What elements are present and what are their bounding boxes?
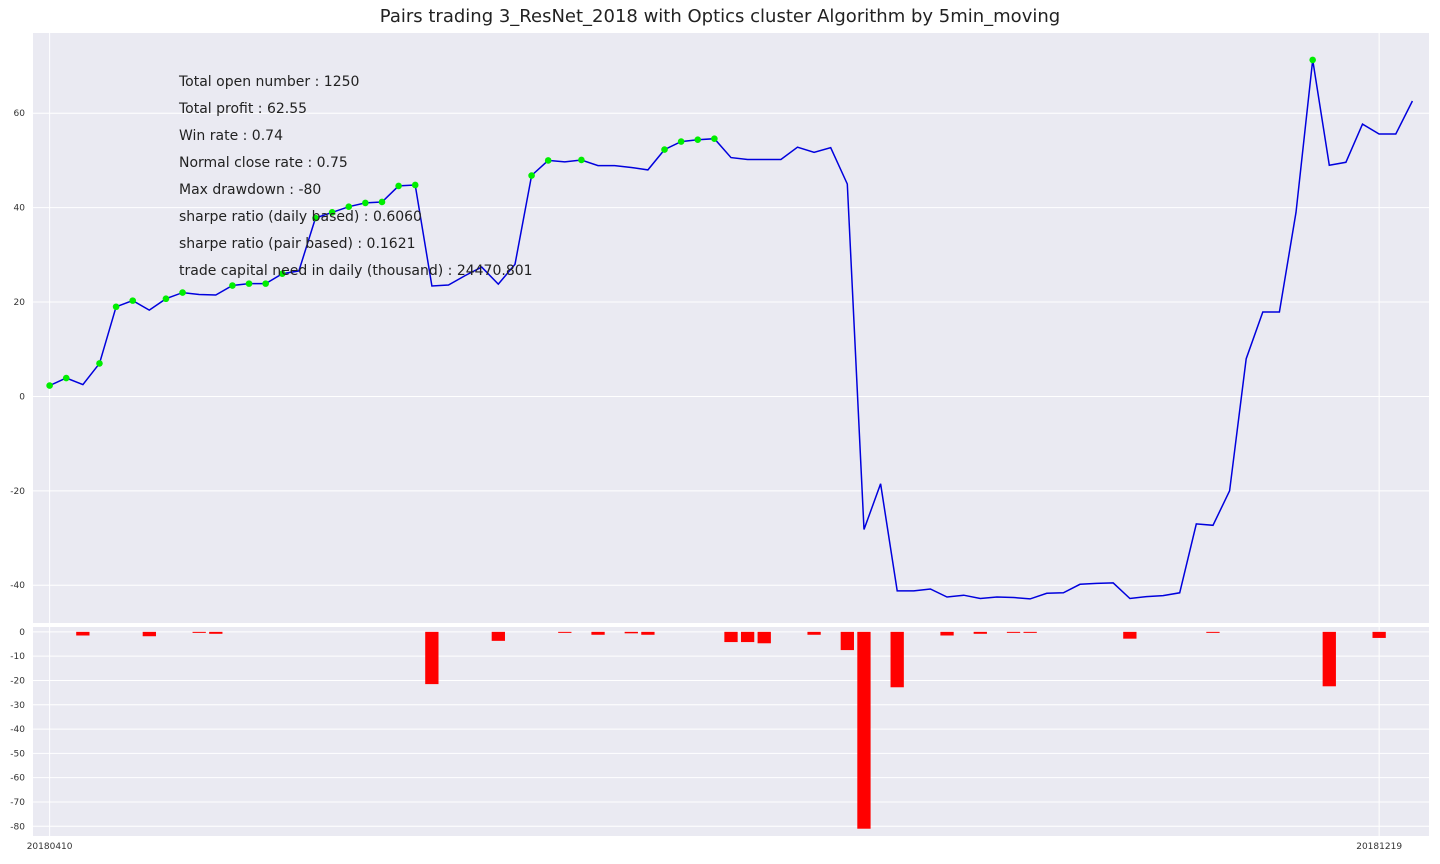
x-ticks: 20180410 20181219	[27, 842, 1403, 852]
open-marker	[46, 382, 53, 389]
drawdown-bar	[192, 631, 206, 633]
open-marker	[378, 198, 386, 206]
drawdown-bar	[740, 631, 755, 643]
drawdown-bar	[1206, 631, 1220, 633]
drawdown-bar	[724, 631, 738, 643]
open-marker	[362, 199, 369, 207]
cumulative-profit-line	[49, 59, 1414, 600]
top-y-tick-label: -40	[10, 581, 25, 591]
x-tick-label: 20181219	[1356, 842, 1402, 852]
stat-annotation: sharpe ratio (pair based) : 0.1621	[179, 236, 416, 252]
drawdown-bar	[1322, 631, 1336, 687]
drawdown-bar	[209, 631, 223, 634]
open-marker	[345, 203, 353, 210]
open-marker	[245, 280, 253, 287]
drawdown-bar	[840, 631, 854, 651]
open-marker	[229, 282, 236, 289]
bottom-y-tick-label: -60	[10, 774, 25, 784]
drawdown-bar	[624, 631, 638, 634]
top-y-tick-label: 40	[14, 204, 26, 214]
open-marker	[179, 289, 186, 296]
open-markers	[46, 56, 1316, 389]
open-marker	[162, 295, 170, 303]
top-y-tick-label: 0	[19, 392, 25, 402]
bottom-y-tick-label: -10	[10, 652, 25, 662]
open-marker	[677, 138, 685, 145]
open-marker	[661, 146, 668, 153]
drawdown-bar	[425, 631, 439, 685]
bottom-y-tick-label: -80	[10, 822, 25, 832]
top-y-tick-label: -20	[10, 487, 25, 497]
drawdown-bar	[807, 631, 821, 635]
drawdown-bars	[76, 631, 1386, 829]
open-marker	[578, 156, 585, 164]
open-marker	[328, 209, 336, 216]
bottom-y-tick-label: -50	[10, 749, 25, 759]
open-marker	[129, 297, 137, 304]
bottom-y-ticks: 0 -10 -20 -30 -40 -50 -60 -70 -80	[10, 628, 25, 832]
top-plot-area	[33, 33, 1429, 623]
x-tick-label: 20180410	[27, 842, 73, 852]
chart-title: Pairs trading 3_ResNet_2018 with Optics …	[379, 6, 1061, 27]
bottom-y-tick-label: -40	[10, 725, 25, 735]
drawdown-bar	[591, 631, 605, 635]
open-marker	[395, 182, 402, 190]
drawdown-bar	[76, 631, 90, 636]
open-marker	[278, 270, 286, 278]
open-marker	[411, 181, 419, 189]
open-marker	[96, 360, 103, 367]
drawdown-bar	[1023, 631, 1037, 633]
open-marker	[262, 280, 269, 287]
drawdown-bar	[491, 631, 505, 641]
open-marker	[544, 157, 552, 164]
open-marker	[62, 374, 70, 382]
stat-annotation: Total open number : 1250	[178, 74, 359, 90]
stat-annotation: Max drawdown : -80	[179, 182, 321, 198]
open-marker	[694, 136, 702, 143]
stat-annotation: Win rate : 0.74	[179, 128, 283, 144]
bottom-y-tick-label: 0	[19, 628, 25, 638]
open-marker	[112, 303, 120, 311]
bottom-y-tick-label: -20	[10, 676, 25, 686]
stat-annotation: trade capital need in daily (thousand) :…	[179, 263, 533, 279]
top-y-tick-label: 20	[14, 298, 26, 308]
bottom-plot-area	[33, 627, 1429, 836]
drawdown-bar	[940, 631, 954, 636]
open-marker	[528, 172, 535, 179]
drawdown-bar	[142, 631, 156, 637]
stat-annotation: Total profit : 62.55	[178, 101, 307, 117]
top-grid	[33, 33, 1429, 623]
bottom-y-tick-label: -30	[10, 701, 25, 711]
drawdown-bar	[890, 631, 904, 688]
stat-annotation: sharpe ratio (daily based) : 0.6060	[179, 209, 422, 225]
top-y-tick-label: 60	[14, 109, 26, 119]
stat-annotation: Normal close rate : 0.75	[179, 155, 348, 171]
drawdown-bar	[973, 631, 987, 634]
drawdown-bar	[757, 631, 771, 644]
drawdown-bar	[857, 631, 871, 829]
top-y-ticks: 60 40 20 0 -20 -40	[10, 109, 25, 591]
open-marker	[711, 135, 718, 143]
drawdown-bar	[558, 631, 572, 633]
drawdown-bar	[1006, 631, 1021, 633]
stats-annotations: Total open number : 1250 Total profit : 6…	[178, 74, 533, 279]
open-marker	[1309, 56, 1316, 64]
drawdown-bar	[1372, 631, 1386, 638]
bottom-y-tick-label: -70	[10, 798, 25, 808]
drawdown-bar	[641, 631, 655, 635]
open-marker	[312, 214, 319, 222]
drawdown-bar	[1123, 631, 1137, 639]
